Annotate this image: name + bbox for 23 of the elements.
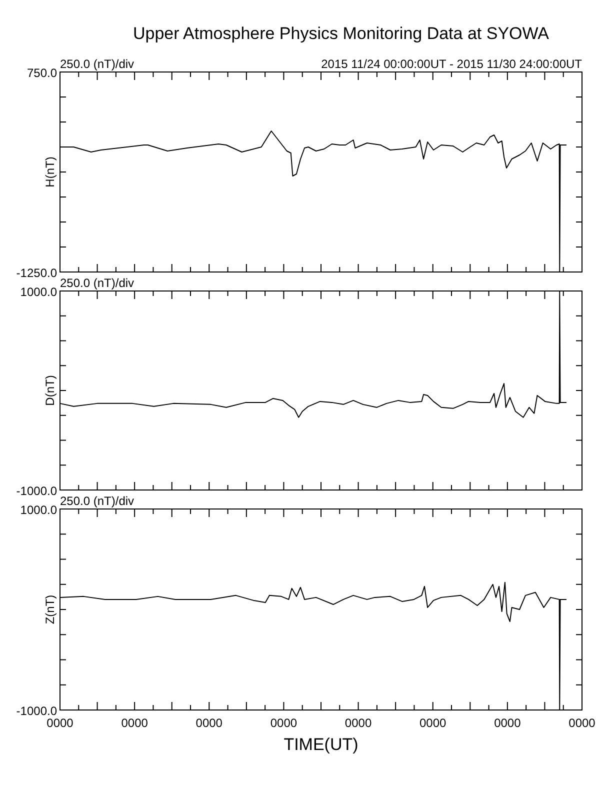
y-tick-label: -1000.0	[16, 704, 58, 718]
y-axis-title: H(nT)	[43, 156, 57, 188]
text: 250.0 (nT)/div	[60, 276, 134, 290]
y-axis-title: D(nT)	[43, 375, 57, 406]
y-tick-label: 750.0	[26, 66, 58, 80]
y-tick-label: -1250.0	[16, 266, 58, 280]
x-tick-label: 0000	[196, 716, 223, 730]
x-tick-label: 0000	[270, 716, 298, 730]
x-tick-label: 0000	[344, 716, 372, 730]
text: 2015 11/24 00:00:00UT - 2015 11/30 24:00:00UT	[321, 57, 583, 71]
text: 250.0 (nT)/div	[60, 57, 134, 71]
x-tick-label: 0000	[46, 716, 74, 730]
chart-title: Upper Atmosphere Physics Monitoring Data at SYOWA	[132, 24, 550, 43]
x-axis-title: TIME(UT)	[284, 735, 358, 754]
y-tick-label: 1000.0	[20, 285, 58, 299]
x-tick-label: 0000	[121, 716, 148, 730]
y-tick-label: -1000.0	[16, 484, 58, 498]
x-tick-label: 0000	[568, 716, 596, 730]
x-tick-label: 0000	[494, 716, 522, 730]
y-tick-label: 1000.0	[20, 503, 58, 517]
y-axis-title: Z(nT)	[43, 594, 57, 624]
text: 250.0 (nT)/div	[60, 494, 134, 508]
x-tick-label: 0000	[420, 716, 447, 730]
